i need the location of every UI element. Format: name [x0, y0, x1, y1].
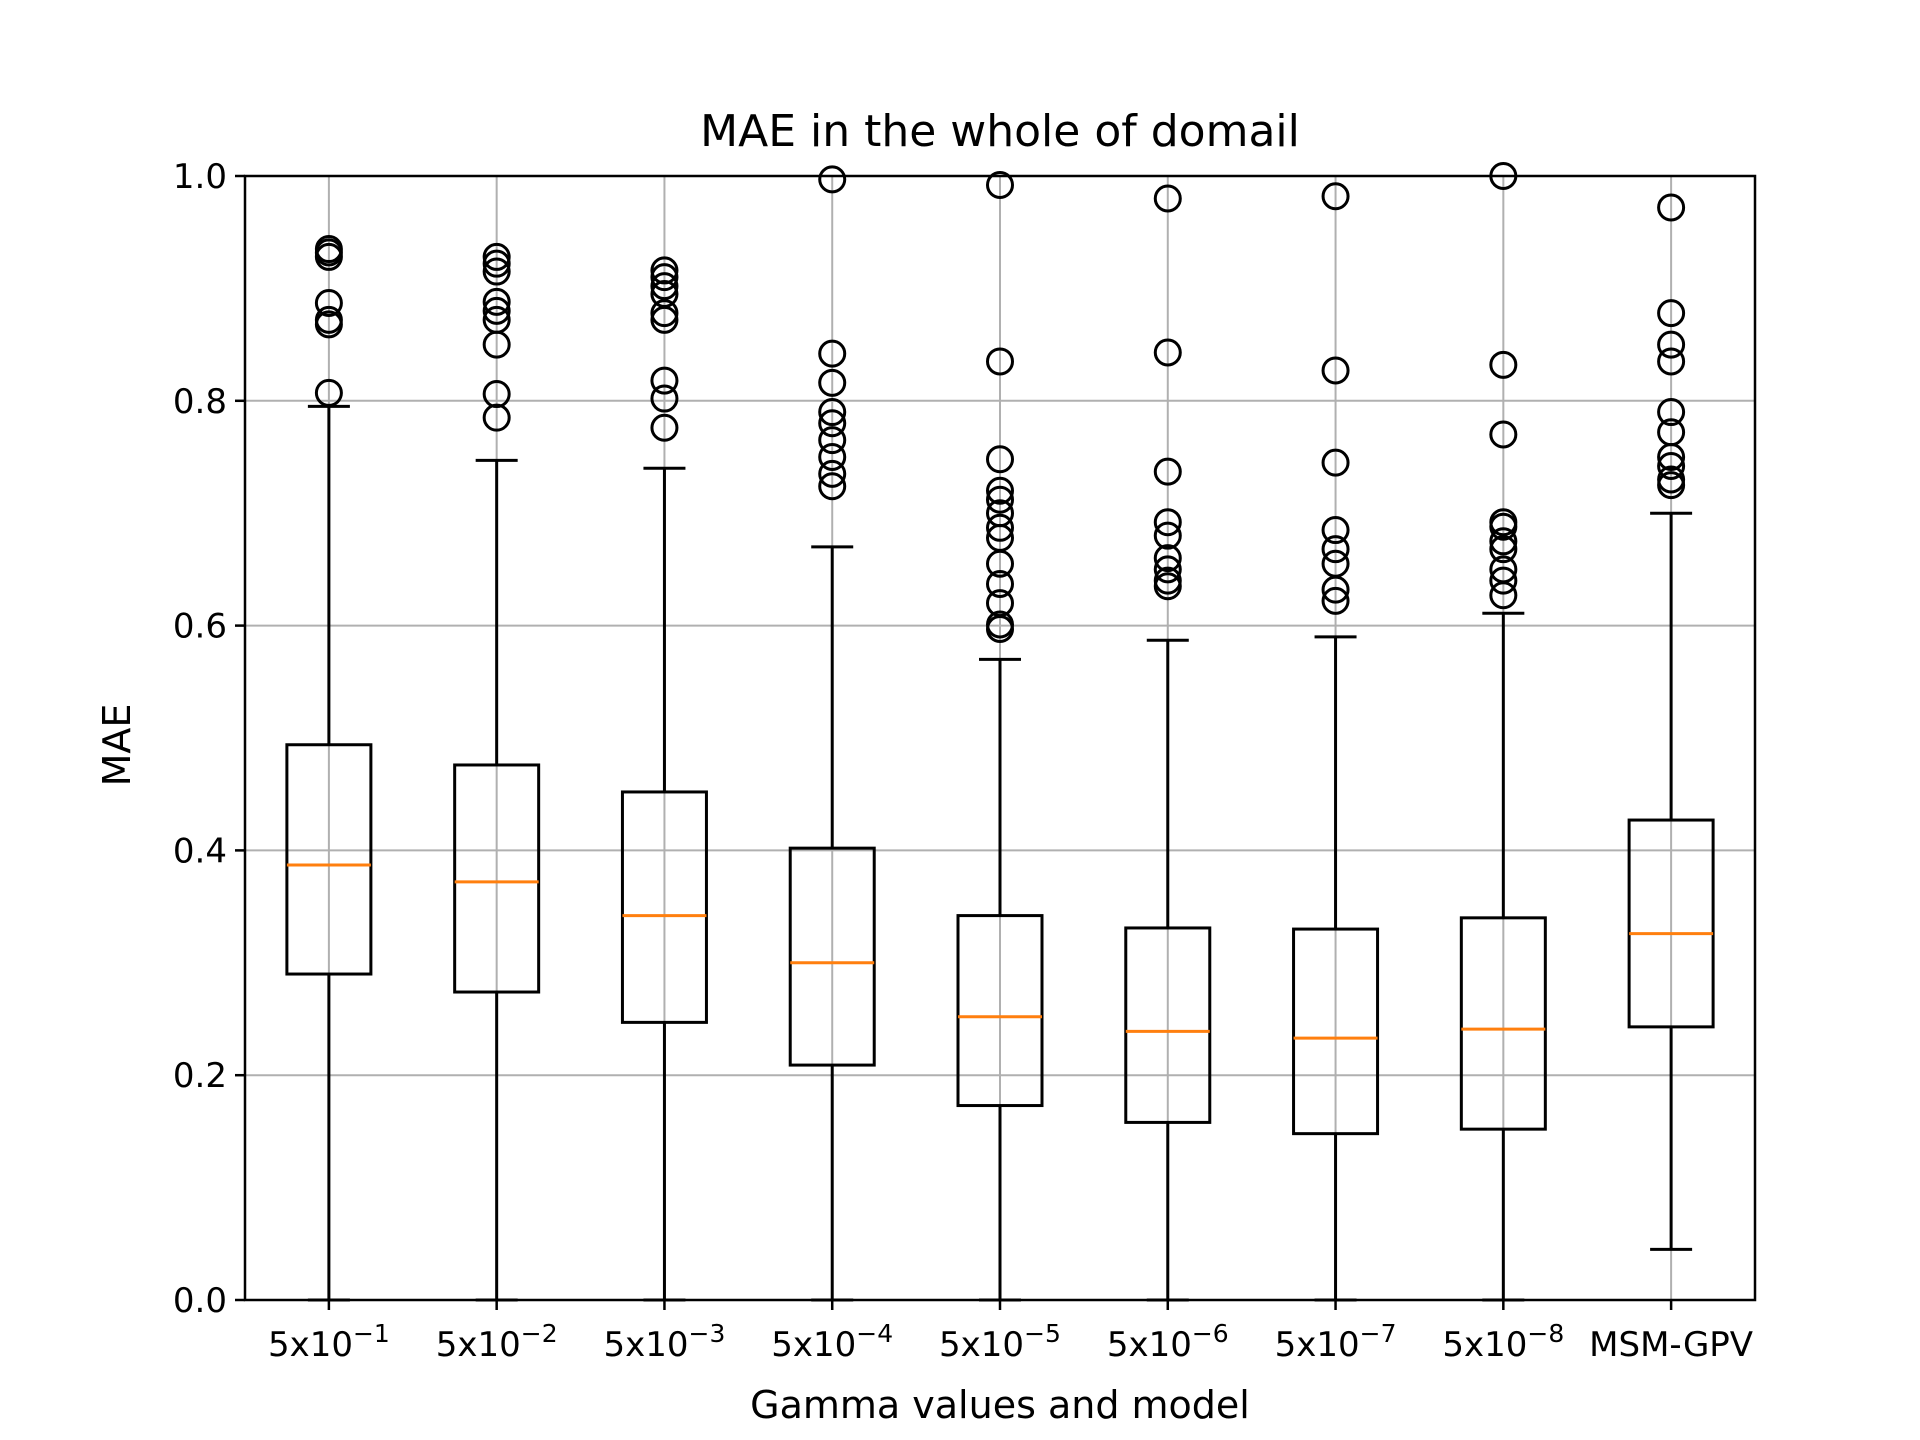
- iqr-box: [788, 846, 876, 1067]
- outlier-point: [482, 296, 511, 325]
- chart-title: MAE in the whole of domail: [700, 106, 1300, 157]
- iqr-box: [1459, 916, 1547, 1131]
- x-tick-label: 5x10−7: [1275, 1319, 1397, 1365]
- outlier-point: [314, 289, 343, 318]
- outlier-point: [818, 409, 847, 438]
- outlier-point: [986, 610, 1014, 639]
- x-axis-label: Gamma values and model: [750, 1383, 1250, 1427]
- outlier-point: [818, 472, 847, 501]
- outlier-point: [1657, 299, 1686, 328]
- x-tick-label: 5x10−2: [436, 1319, 558, 1365]
- outlier-point: [314, 378, 343, 407]
- outlier-point: [1153, 521, 1182, 550]
- outlier-point: [1489, 350, 1518, 379]
- outlier-point: [818, 459, 847, 488]
- x-tick-label: 5x10−6: [1107, 1319, 1229, 1365]
- y-tick-label: 0.4: [173, 831, 227, 871]
- outlier-point: [1321, 516, 1350, 545]
- x-tick-label: MSM-GPV: [1589, 1325, 1753, 1365]
- outlier-point: [1489, 420, 1518, 449]
- y-tick-label: 0.2: [173, 1056, 227, 1096]
- outlier-point: [482, 380, 511, 409]
- outlier-point: [986, 445, 1014, 474]
- x-tick-label: 5x10−3: [603, 1319, 725, 1365]
- outlier-point: [1657, 330, 1686, 359]
- outlier-point: [986, 570, 1014, 599]
- outlier-point: [650, 366, 679, 395]
- outlier-point: [1489, 527, 1518, 556]
- plot-frame: [243, 174, 1757, 1302]
- outlier-point: [650, 263, 679, 292]
- outlier-point: [986, 513, 1014, 542]
- tick-layer: 0.0 0.2 0.4 0.6 0.8 1.0 5x10−1 5x10−2 5x10−3 5x10…: [173, 157, 1753, 1365]
- outlier-point: [986, 485, 1014, 514]
- outlier-point: [1657, 465, 1686, 494]
- outlier-point: [1657, 418, 1686, 447]
- outlier-point: [1657, 451, 1686, 480]
- outlier-point: [482, 287, 511, 316]
- outlier-point: [482, 305, 511, 334]
- outlier-point: [314, 235, 343, 264]
- iqr-box: [1292, 927, 1380, 1136]
- outlier-point: [1153, 566, 1182, 595]
- outlier-point: [818, 426, 847, 455]
- outlier-point: [650, 384, 679, 413]
- x-tick-label: 5x10−5: [939, 1319, 1061, 1365]
- outlier-point: [818, 165, 847, 194]
- outlier-point: [1321, 535, 1350, 564]
- outlier-point: [1657, 193, 1686, 222]
- outlier-point: [1321, 448, 1350, 477]
- outlier-point: [1153, 544, 1182, 573]
- outlier-point: [482, 242, 511, 271]
- x-tick-label: 5x10−1: [268, 1319, 390, 1365]
- outlier-point: [1657, 398, 1686, 427]
- outlier-point: [818, 368, 847, 397]
- outlier-point: [650, 272, 679, 301]
- outlier-point: [650, 256, 679, 285]
- outlier-point: [1489, 555, 1518, 584]
- outlier-point: [1153, 555, 1182, 584]
- x-tick-label: 5x10−4: [771, 1319, 893, 1365]
- iqr-box: [453, 763, 541, 994]
- outlier-point: [1153, 508, 1182, 537]
- outlier-point: [818, 339, 847, 368]
- outlier-point: [1657, 347, 1686, 376]
- y-axis-label: MAE: [95, 704, 139, 787]
- x-tick-label: 5x10−8: [1442, 1319, 1564, 1365]
- iqr-box: [620, 790, 708, 1024]
- outlier-point: [986, 347, 1014, 376]
- outlier-point: [818, 398, 847, 427]
- outlier-point: [986, 499, 1014, 528]
- iqr-box: [1124, 926, 1212, 1124]
- outlier-point: [1489, 566, 1518, 595]
- outlier-point: [1153, 184, 1182, 213]
- outlier-point: [986, 476, 1014, 505]
- outlier-point: [1321, 182, 1350, 211]
- y-tick-label: 0.8: [173, 382, 227, 422]
- outlier-point: [650, 299, 679, 328]
- outlier-point: [314, 305, 343, 334]
- iqr-box: [956, 914, 1044, 1108]
- outlier-point: [1321, 549, 1350, 578]
- outlier-point: [1153, 338, 1182, 367]
- iqr-box: [1627, 818, 1715, 1029]
- outlier-point: [986, 589, 1014, 618]
- outlier-point: [1321, 586, 1350, 615]
- outlier-point: [986, 170, 1014, 199]
- outlier-point: [482, 257, 511, 286]
- outlier-point: [1321, 356, 1350, 385]
- outlier-point: [1153, 457, 1182, 486]
- y-tick-label: 0.6: [173, 607, 227, 647]
- outlier-point: [482, 249, 511, 278]
- iqr-box: [285, 743, 373, 976]
- outlier-point: [1489, 508, 1518, 537]
- outlier-point: [818, 443, 847, 471]
- y-tick-label: 0.0: [173, 1281, 227, 1321]
- y-tick-label: 1.0: [173, 157, 227, 197]
- outlier-point: [1489, 535, 1518, 564]
- outlier-point: [650, 413, 679, 442]
